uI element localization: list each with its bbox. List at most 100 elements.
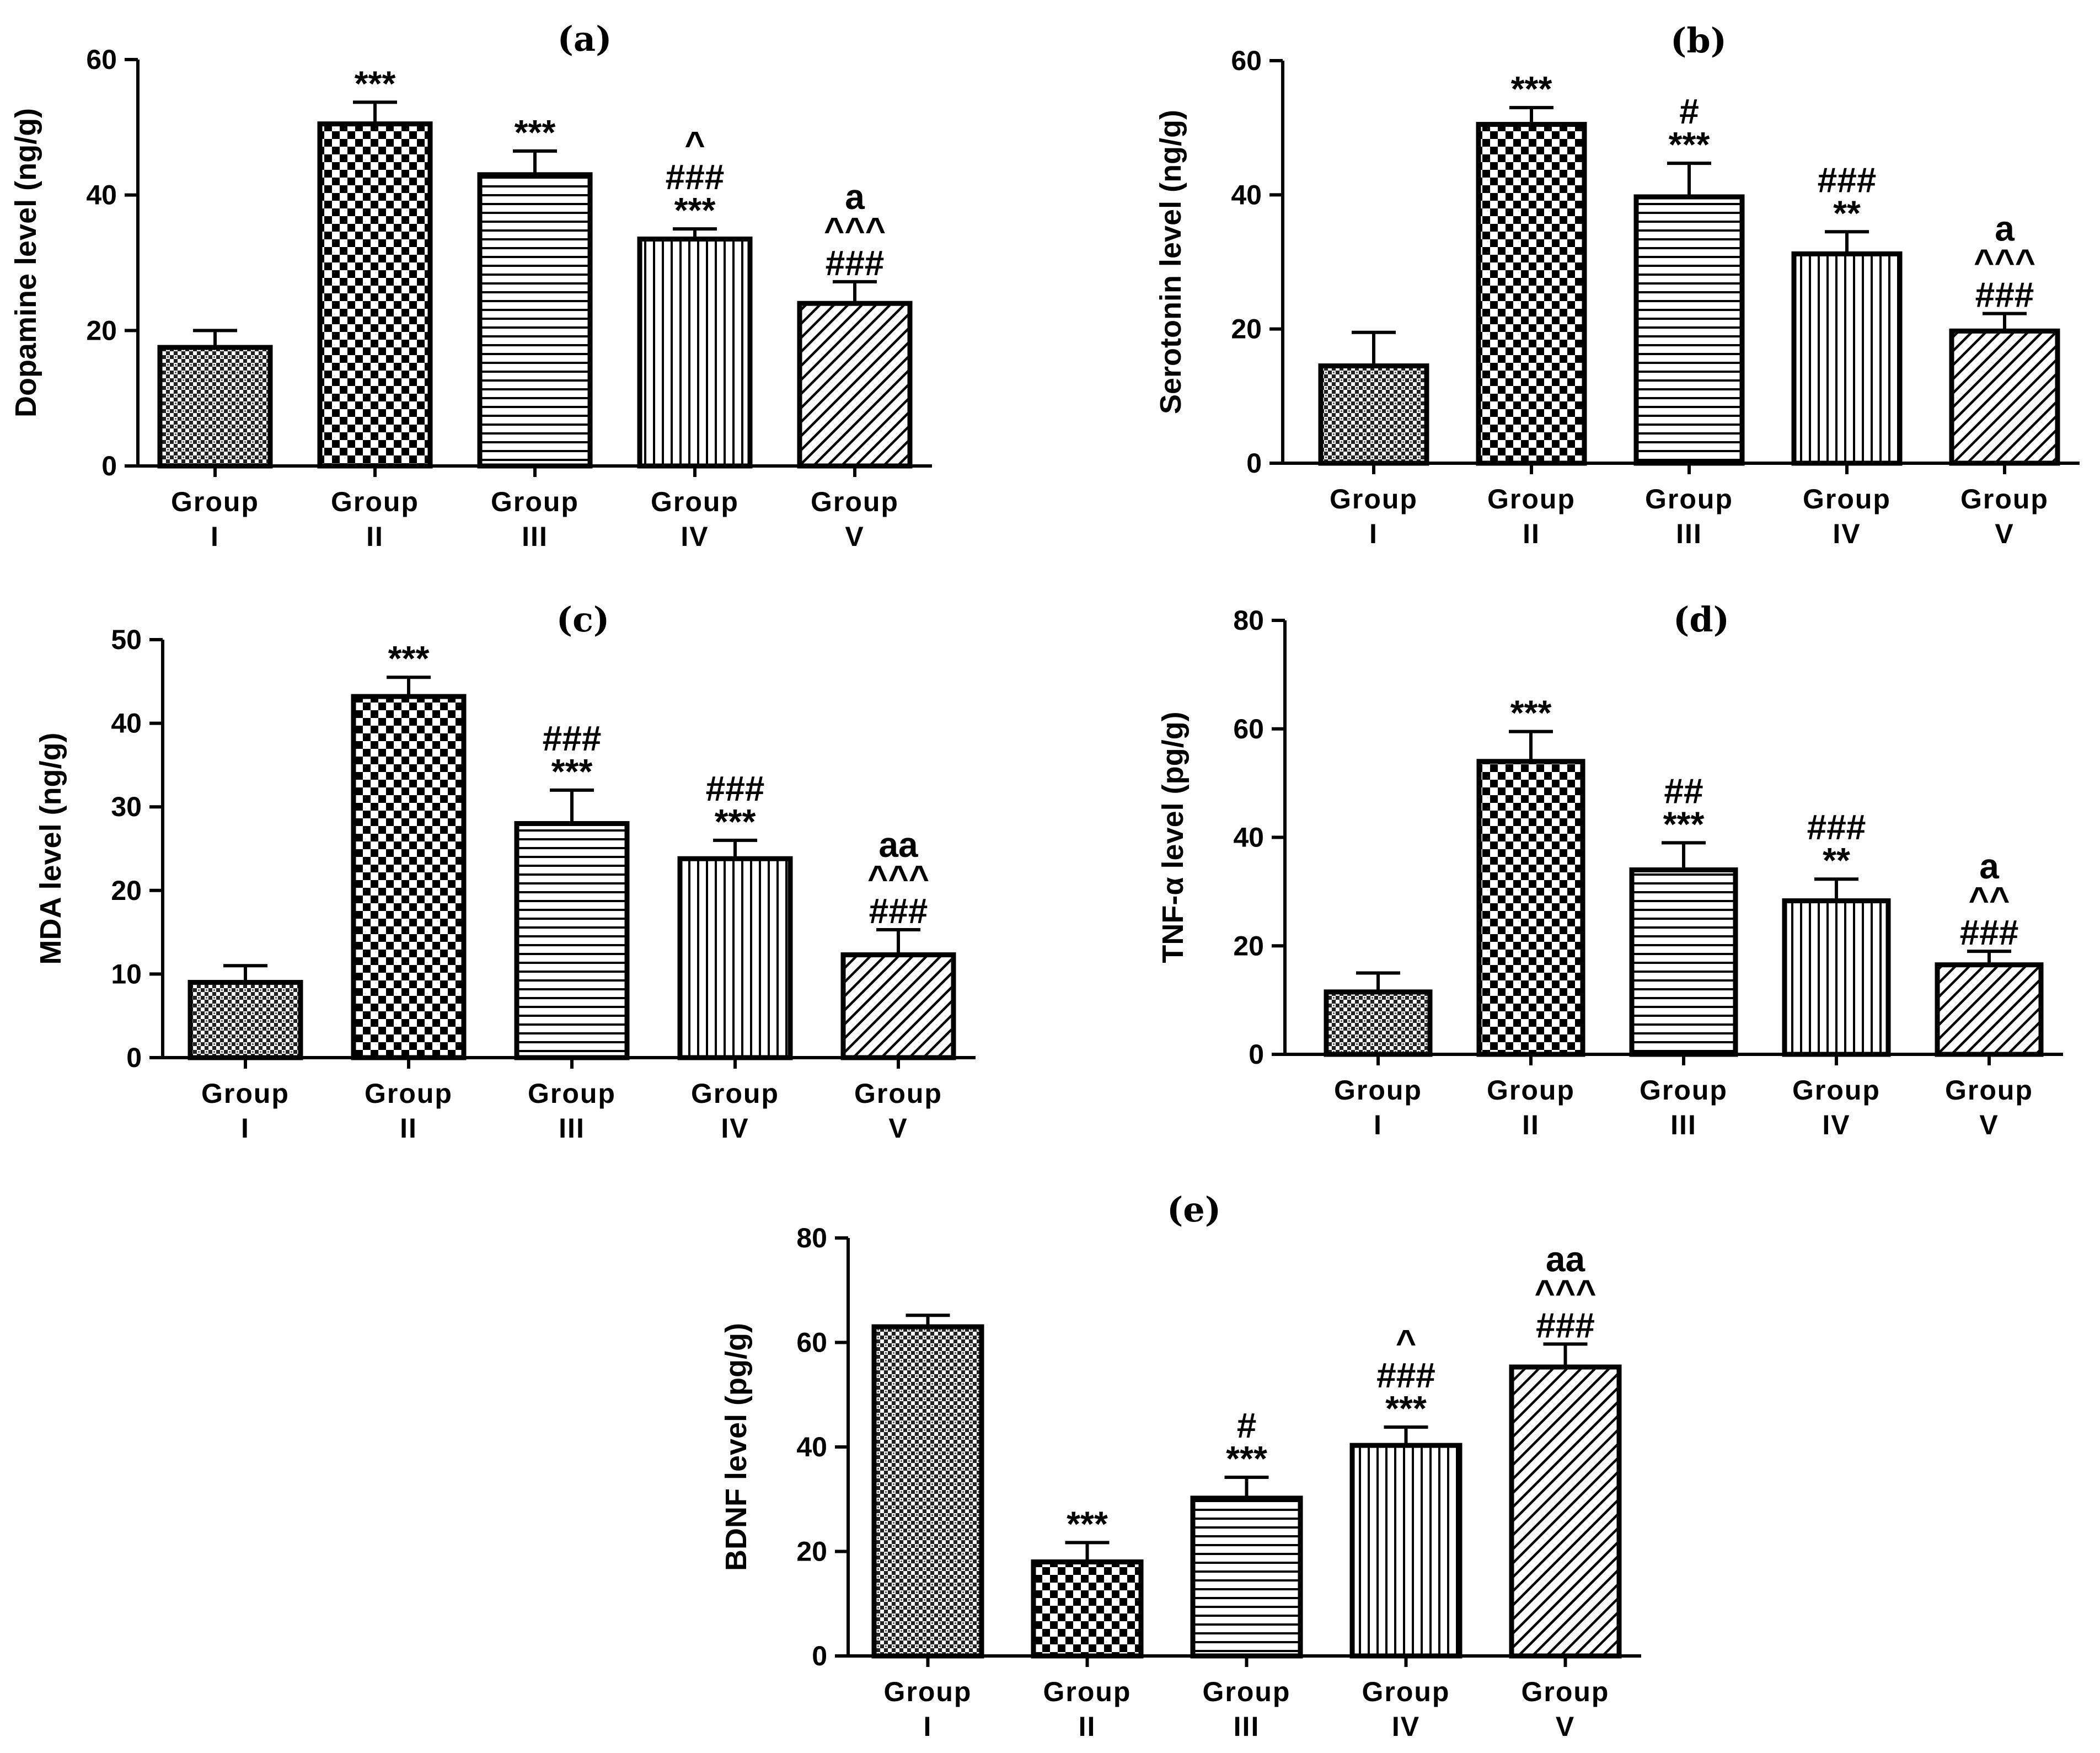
y-tick-label-e: 40 xyxy=(796,1432,827,1462)
bar-c-group-5 xyxy=(840,952,956,1060)
category-label-d: Group xyxy=(1792,1075,1881,1106)
y-tick-label-c: 10 xyxy=(111,958,142,989)
significance-marker-c: ^^^ xyxy=(867,858,929,898)
y-tick-label-d: 40 xyxy=(1233,822,1264,853)
significance-marker-b: # xyxy=(1679,92,1699,131)
panel-title-e: (e) xyxy=(1167,1189,1221,1230)
category-label-c: V xyxy=(888,1113,908,1144)
y-tick-label-e: 60 xyxy=(796,1327,827,1358)
category-label-a: V xyxy=(845,521,864,552)
y-tick-label-c: 40 xyxy=(111,708,142,739)
significance-marker-c: *** xyxy=(551,752,593,791)
y-axis-label-b: Serotonin level (ng/g) xyxy=(1154,110,1187,414)
category-label-b: II xyxy=(1523,518,1540,549)
category-label-b: III xyxy=(1676,518,1702,549)
chart-panel-d: (d)TNF-α level (pg/g)020406080GroupIGrou… xyxy=(1156,599,2063,1140)
significance-marker-b: ** xyxy=(1833,193,1861,233)
bar-d-group-4 xyxy=(1782,898,1891,1057)
bar-a-group-1 xyxy=(157,345,273,469)
category-label-d: Group xyxy=(1945,1075,2033,1106)
significance-marker-e: # xyxy=(1237,1406,1257,1445)
category-label-d: I xyxy=(1374,1109,1383,1140)
bar-c-group-2 xyxy=(351,694,467,1060)
bar-e-group-2 xyxy=(1031,1559,1144,1659)
significance-marker-e: *** xyxy=(1067,1504,1108,1543)
significance-marker-c: aa xyxy=(878,825,918,865)
category-label-e: IV xyxy=(1392,1711,1420,1742)
bar-c-group-3 xyxy=(514,821,630,1060)
y-axis-label-d: TNF-α level (pg/g) xyxy=(1156,711,1190,963)
significance-marker-c: *** xyxy=(715,802,756,841)
significance-marker-b: a xyxy=(1995,209,2015,249)
category-label-c: III xyxy=(559,1113,585,1144)
category-label-e: II xyxy=(1079,1711,1096,1742)
category-label-c: IV xyxy=(721,1113,749,1144)
category-label-d: II xyxy=(1522,1109,1540,1140)
significance-marker-d: a xyxy=(1979,846,1999,886)
category-label-e: Group xyxy=(884,1676,972,1707)
category-label-a: Group xyxy=(171,486,259,517)
significance-marker-d: ^^ xyxy=(1969,880,2010,919)
bar-e-group-5 xyxy=(1509,1364,1622,1659)
significance-marker-a: ### xyxy=(666,157,725,197)
significance-marker-d: ** xyxy=(1823,840,1850,880)
significance-marker-e: *** xyxy=(1226,1439,1267,1478)
significance-marker-e: *** xyxy=(1385,1389,1427,1428)
y-tick-label-e: 20 xyxy=(796,1536,827,1567)
significance-marker-b: ^^^ xyxy=(1974,242,2035,282)
panel-title-b: (b) xyxy=(1670,20,1727,61)
chart-panel-c: (c) MDA level (ng/g) 0 10 20 30 40 50 Group I Grou… xyxy=(34,599,976,1144)
significance-marker-c: ### xyxy=(543,719,602,758)
category-label-c: Group xyxy=(365,1078,453,1109)
bar-b-group-1 xyxy=(1318,363,1429,466)
significance-marker-e: ^^^ xyxy=(1534,1272,1596,1312)
y-tick-label-b: 40 xyxy=(1231,179,1262,210)
bar-b-group-4 xyxy=(1791,251,1903,466)
y-tick-label-a: 0 xyxy=(101,451,117,481)
bar-d-group-3 xyxy=(1629,867,1738,1057)
bar-a-group-5 xyxy=(797,301,913,469)
significance-marker-a: *** xyxy=(674,190,716,230)
y-axis-label-c: MDA level (ng/g) xyxy=(34,732,67,964)
significance-marker-b: *** xyxy=(1511,69,1552,109)
significance-marker-d: *** xyxy=(1663,804,1705,844)
category-label-c: Group xyxy=(201,1078,290,1109)
significance-marker-a: *** xyxy=(515,112,556,152)
category-label-d: III xyxy=(1670,1109,1697,1140)
category-label-b: Group xyxy=(1487,484,1576,514)
bar-c-group-1 xyxy=(188,980,303,1060)
category-label-b: Group xyxy=(1803,484,1891,514)
category-label-a: Group xyxy=(491,486,579,517)
category-label-c: Group xyxy=(854,1078,942,1109)
bar-a-group-3 xyxy=(477,172,593,469)
category-label-a: III xyxy=(522,521,548,552)
y-tick-label-b: 60 xyxy=(1231,45,1262,76)
y-tick-label-d: 20 xyxy=(1233,930,1264,961)
panel-title-a: (a) xyxy=(558,19,612,59)
category-label-b: I xyxy=(1369,518,1378,549)
bar-b-group-3 xyxy=(1633,194,1745,466)
category-label-a: Group xyxy=(331,486,419,517)
category-label-c: Group xyxy=(691,1078,779,1109)
category-label-c: Group xyxy=(528,1078,616,1109)
bar-c-group-4 xyxy=(677,856,793,1060)
category-label-d: IV xyxy=(1822,1109,1850,1140)
category-label-c: I xyxy=(241,1113,250,1144)
category-label-d: Group xyxy=(1640,1075,1728,1106)
significance-marker-a: ### xyxy=(826,243,885,283)
bar-e-group-1 xyxy=(871,1324,984,1659)
significance-marker-b: *** xyxy=(1669,125,1710,164)
significance-marker-e: ### xyxy=(1376,1355,1435,1395)
significance-marker-d: *** xyxy=(1510,693,1552,733)
category-label-a: IV xyxy=(681,521,709,552)
y-tick-label-d: 80 xyxy=(1233,605,1264,636)
significance-marker-c: ### xyxy=(706,769,765,808)
significance-marker-e: ### xyxy=(1536,1305,1595,1345)
y-tick-label-c: 30 xyxy=(111,791,142,822)
chart-panel-a: (a) Dopamine level (ng/g) 0 20 40 60 Group I Gro… xyxy=(9,19,932,552)
bar-a-group-4 xyxy=(637,237,753,469)
category-label-b: V xyxy=(1995,518,2014,549)
category-label-a: II xyxy=(366,521,384,552)
category-label-c: II xyxy=(400,1113,417,1144)
